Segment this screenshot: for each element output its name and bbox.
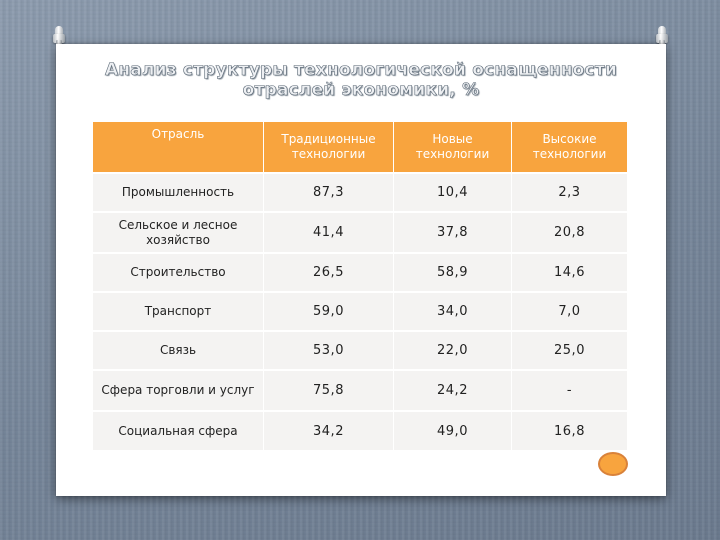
cell-new: 34,0	[393, 293, 511, 330]
cell-industry: Промышленность	[121, 185, 235, 199]
cell-new: 24,2	[393, 371, 511, 410]
cell-new: 49,0	[393, 412, 511, 450]
table-row: Сельское и лесное хозяйство 41,4 37,8 20…	[93, 211, 627, 252]
cell-high: 7,0	[511, 293, 627, 330]
cell-traditional: 75,8	[263, 371, 393, 410]
header-traditional: Традиционные технологии	[263, 122, 393, 172]
table-row: Сфера торговли и услуг 75,8 24,2 -	[93, 369, 627, 410]
cell-traditional: 53,0	[263, 332, 393, 369]
table-row: Социальная сфера 34,2 49,0 16,8	[93, 410, 627, 450]
cell-traditional: 41,4	[263, 213, 393, 252]
cell-traditional: 26,5	[263, 254, 393, 291]
cell-traditional: 34,2	[263, 412, 393, 450]
cell-high: -	[511, 371, 627, 410]
cell-industry: Социальная сфера	[118, 423, 238, 438]
title-line-1: Анализ структуры технологической оснащен…	[105, 60, 617, 81]
cell-high: 14,6	[511, 254, 627, 291]
table-header-row: Отрасль Традиционные технологии Новые те…	[93, 122, 627, 172]
cell-new: 58,9	[393, 254, 511, 291]
cell-traditional: 59,0	[263, 293, 393, 330]
table-row: Связь 53,0 22,0 25,0	[93, 330, 627, 369]
cell-industry: Связь	[159, 343, 197, 357]
cell-new: 37,8	[393, 213, 511, 252]
title-line-2: отраслей экономики, %	[242, 80, 480, 101]
cell-high: 2,3	[511, 174, 627, 211]
cell-industry: Сфера торговли и услуг	[101, 383, 255, 397]
cell-high: 25,0	[511, 332, 627, 369]
cell-industry: Транспорт	[144, 304, 212, 318]
orange-oval-icon	[598, 452, 628, 476]
cell-new: 10,4	[393, 174, 511, 211]
header-high: Высокие технологии	[511, 122, 627, 172]
cell-new: 22,0	[393, 332, 511, 369]
table-row: Промышленность 87,3 10,4 2,3	[93, 172, 627, 211]
table-row: Строительство 26,5 58,9 14,6	[93, 252, 627, 291]
header-industry: Отрасль	[151, 127, 205, 141]
header-new: Новые технологии	[393, 122, 511, 172]
cell-high: 16,8	[511, 412, 627, 450]
cell-industry: Строительство	[130, 265, 226, 279]
cell-high: 20,8	[511, 213, 627, 252]
slide-title: Анализ структуры технологической оснащен…	[56, 60, 666, 101]
table-row: Транспорт 59,0 34,0 7,0	[93, 291, 627, 330]
cell-traditional: 87,3	[263, 174, 393, 211]
cell-industry: Сельское и лесное хозяйство	[118, 217, 238, 247]
technology-structure-table: Отрасль Традиционные технологии Новые те…	[93, 122, 627, 450]
